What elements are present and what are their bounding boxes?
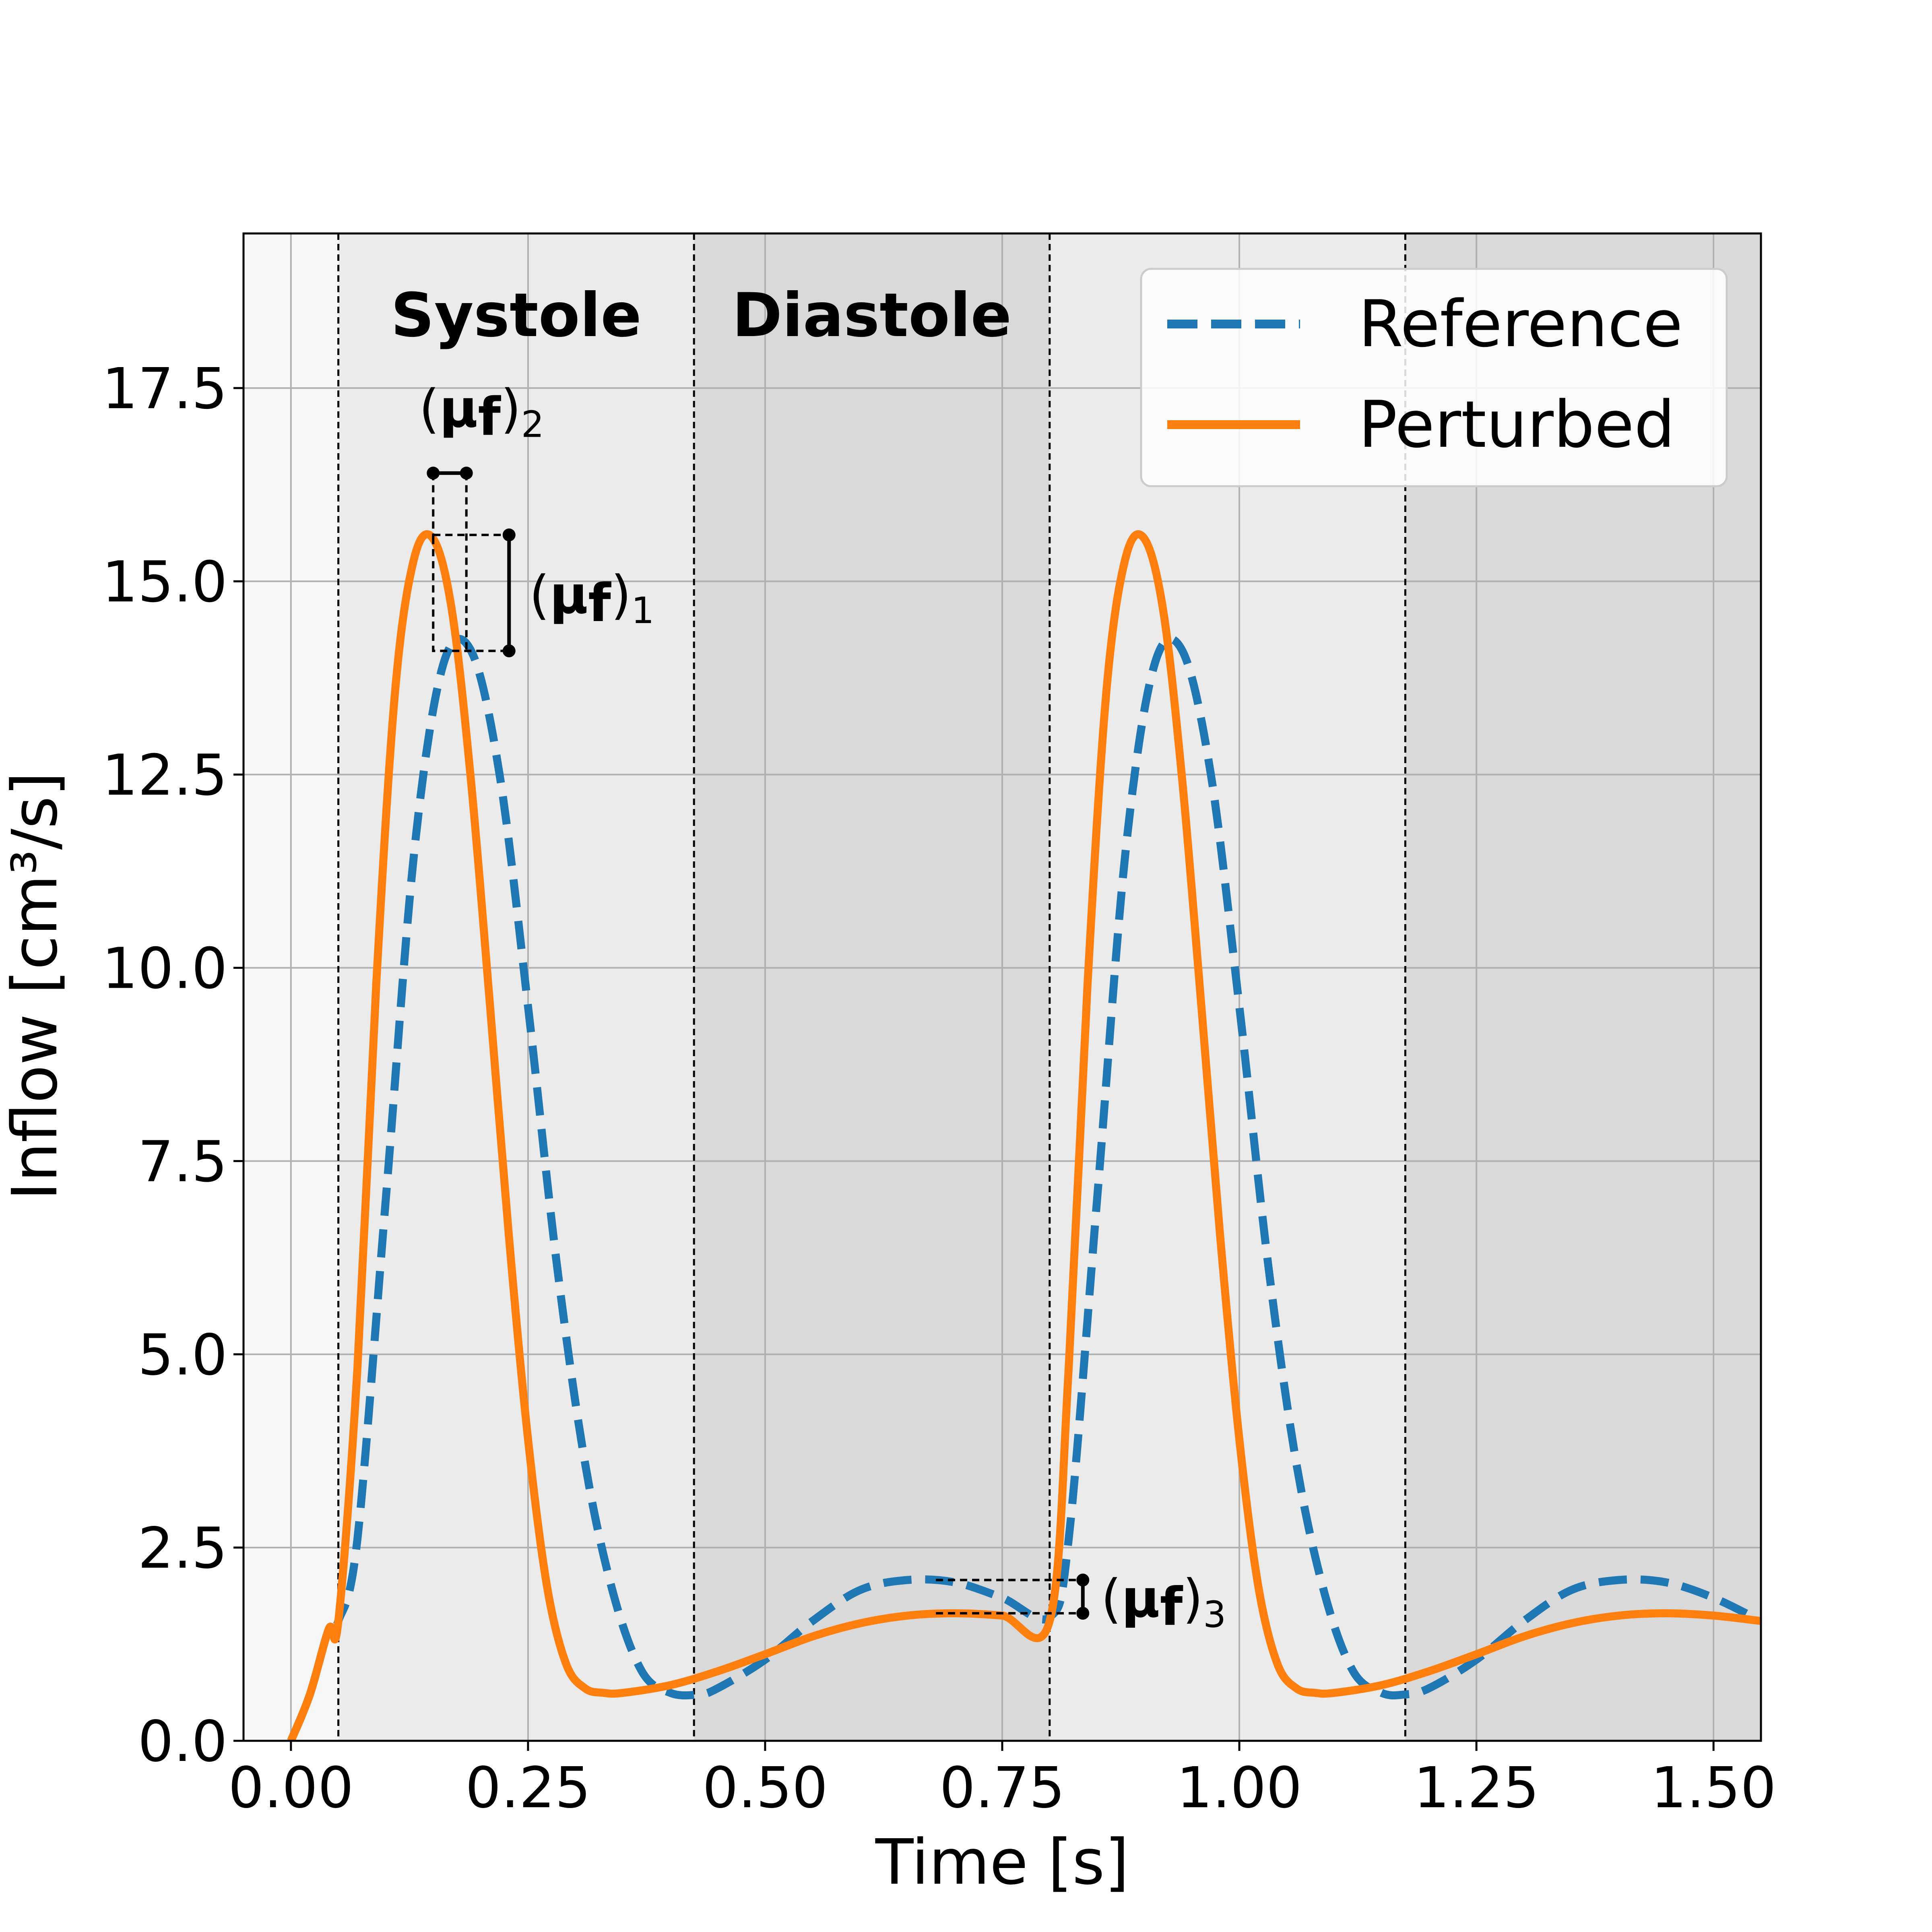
y-tick-label-4: 10.0 (102, 936, 227, 1001)
x-tick-label-3: 0.75 (939, 1755, 1065, 1821)
annotation-2-label: (μf)2 (419, 378, 544, 447)
annotation-3-dot-top (1076, 1573, 1090, 1587)
x-tick-label-6: 1.50 (1651, 1755, 1776, 1821)
series-line-perturbed (287, 530, 1761, 1741)
annotation-1-label: (μf)1 (529, 564, 654, 634)
annotation-2-dot-left (427, 466, 440, 480)
annotation-1-dot-bottom (502, 644, 516, 658)
x-axis-label: Time [s] (875, 1826, 1129, 1899)
phase-label-diastole: Diastole (732, 281, 1011, 351)
ticks: 0.00 0.25 0.50 0.75 1.00 1.25 1.50 0.0 2.5 5.0 7.5… (102, 356, 1776, 1821)
series (287, 530, 1761, 1741)
y-tick-label-3: 7.5 (138, 1129, 227, 1195)
legend: Reference Perturbed (1140, 268, 1728, 487)
x-tick-label-1: 0.25 (465, 1755, 591, 1821)
shading-band-1 (338, 233, 694, 1741)
x-tick-label-2: 0.50 (702, 1755, 828, 1821)
phase-label-systole: Systole (391, 281, 642, 351)
shading-band-2 (694, 233, 1050, 1741)
x-tick-label-5: 1.25 (1414, 1755, 1539, 1821)
x-tick-label-0: 0.00 (228, 1755, 354, 1821)
y-axis-label: Inflow [cm³/s] (0, 772, 71, 1201)
annotations: (μf)1 (μf)2 (μf)3 (419, 378, 1226, 1637)
series-line-reference (287, 635, 1761, 1741)
y-tick-label-7: 17.5 (102, 356, 227, 422)
x-tick-label-4: 1.00 (1177, 1755, 1302, 1821)
y-tick-label-1: 2.5 (138, 1516, 227, 1581)
legend-label-reference: Reference (1358, 286, 1683, 361)
y-tick-label-0: 0.0 (138, 1709, 227, 1775)
y-tick-label-6: 15.0 (102, 549, 227, 615)
annotation-1-dot-top (502, 528, 516, 541)
legend-label-perturbed: Perturbed (1358, 387, 1675, 462)
annotation-3-dot-bottom (1076, 1607, 1090, 1620)
y-tick-label-2: 5.0 (138, 1323, 227, 1388)
y-tick-label-5: 12.5 (102, 743, 227, 808)
annotation-2-dot-right (460, 466, 473, 480)
legend-box (1140, 268, 1728, 487)
annotation-3-label: (μf)3 (1101, 1568, 1226, 1637)
